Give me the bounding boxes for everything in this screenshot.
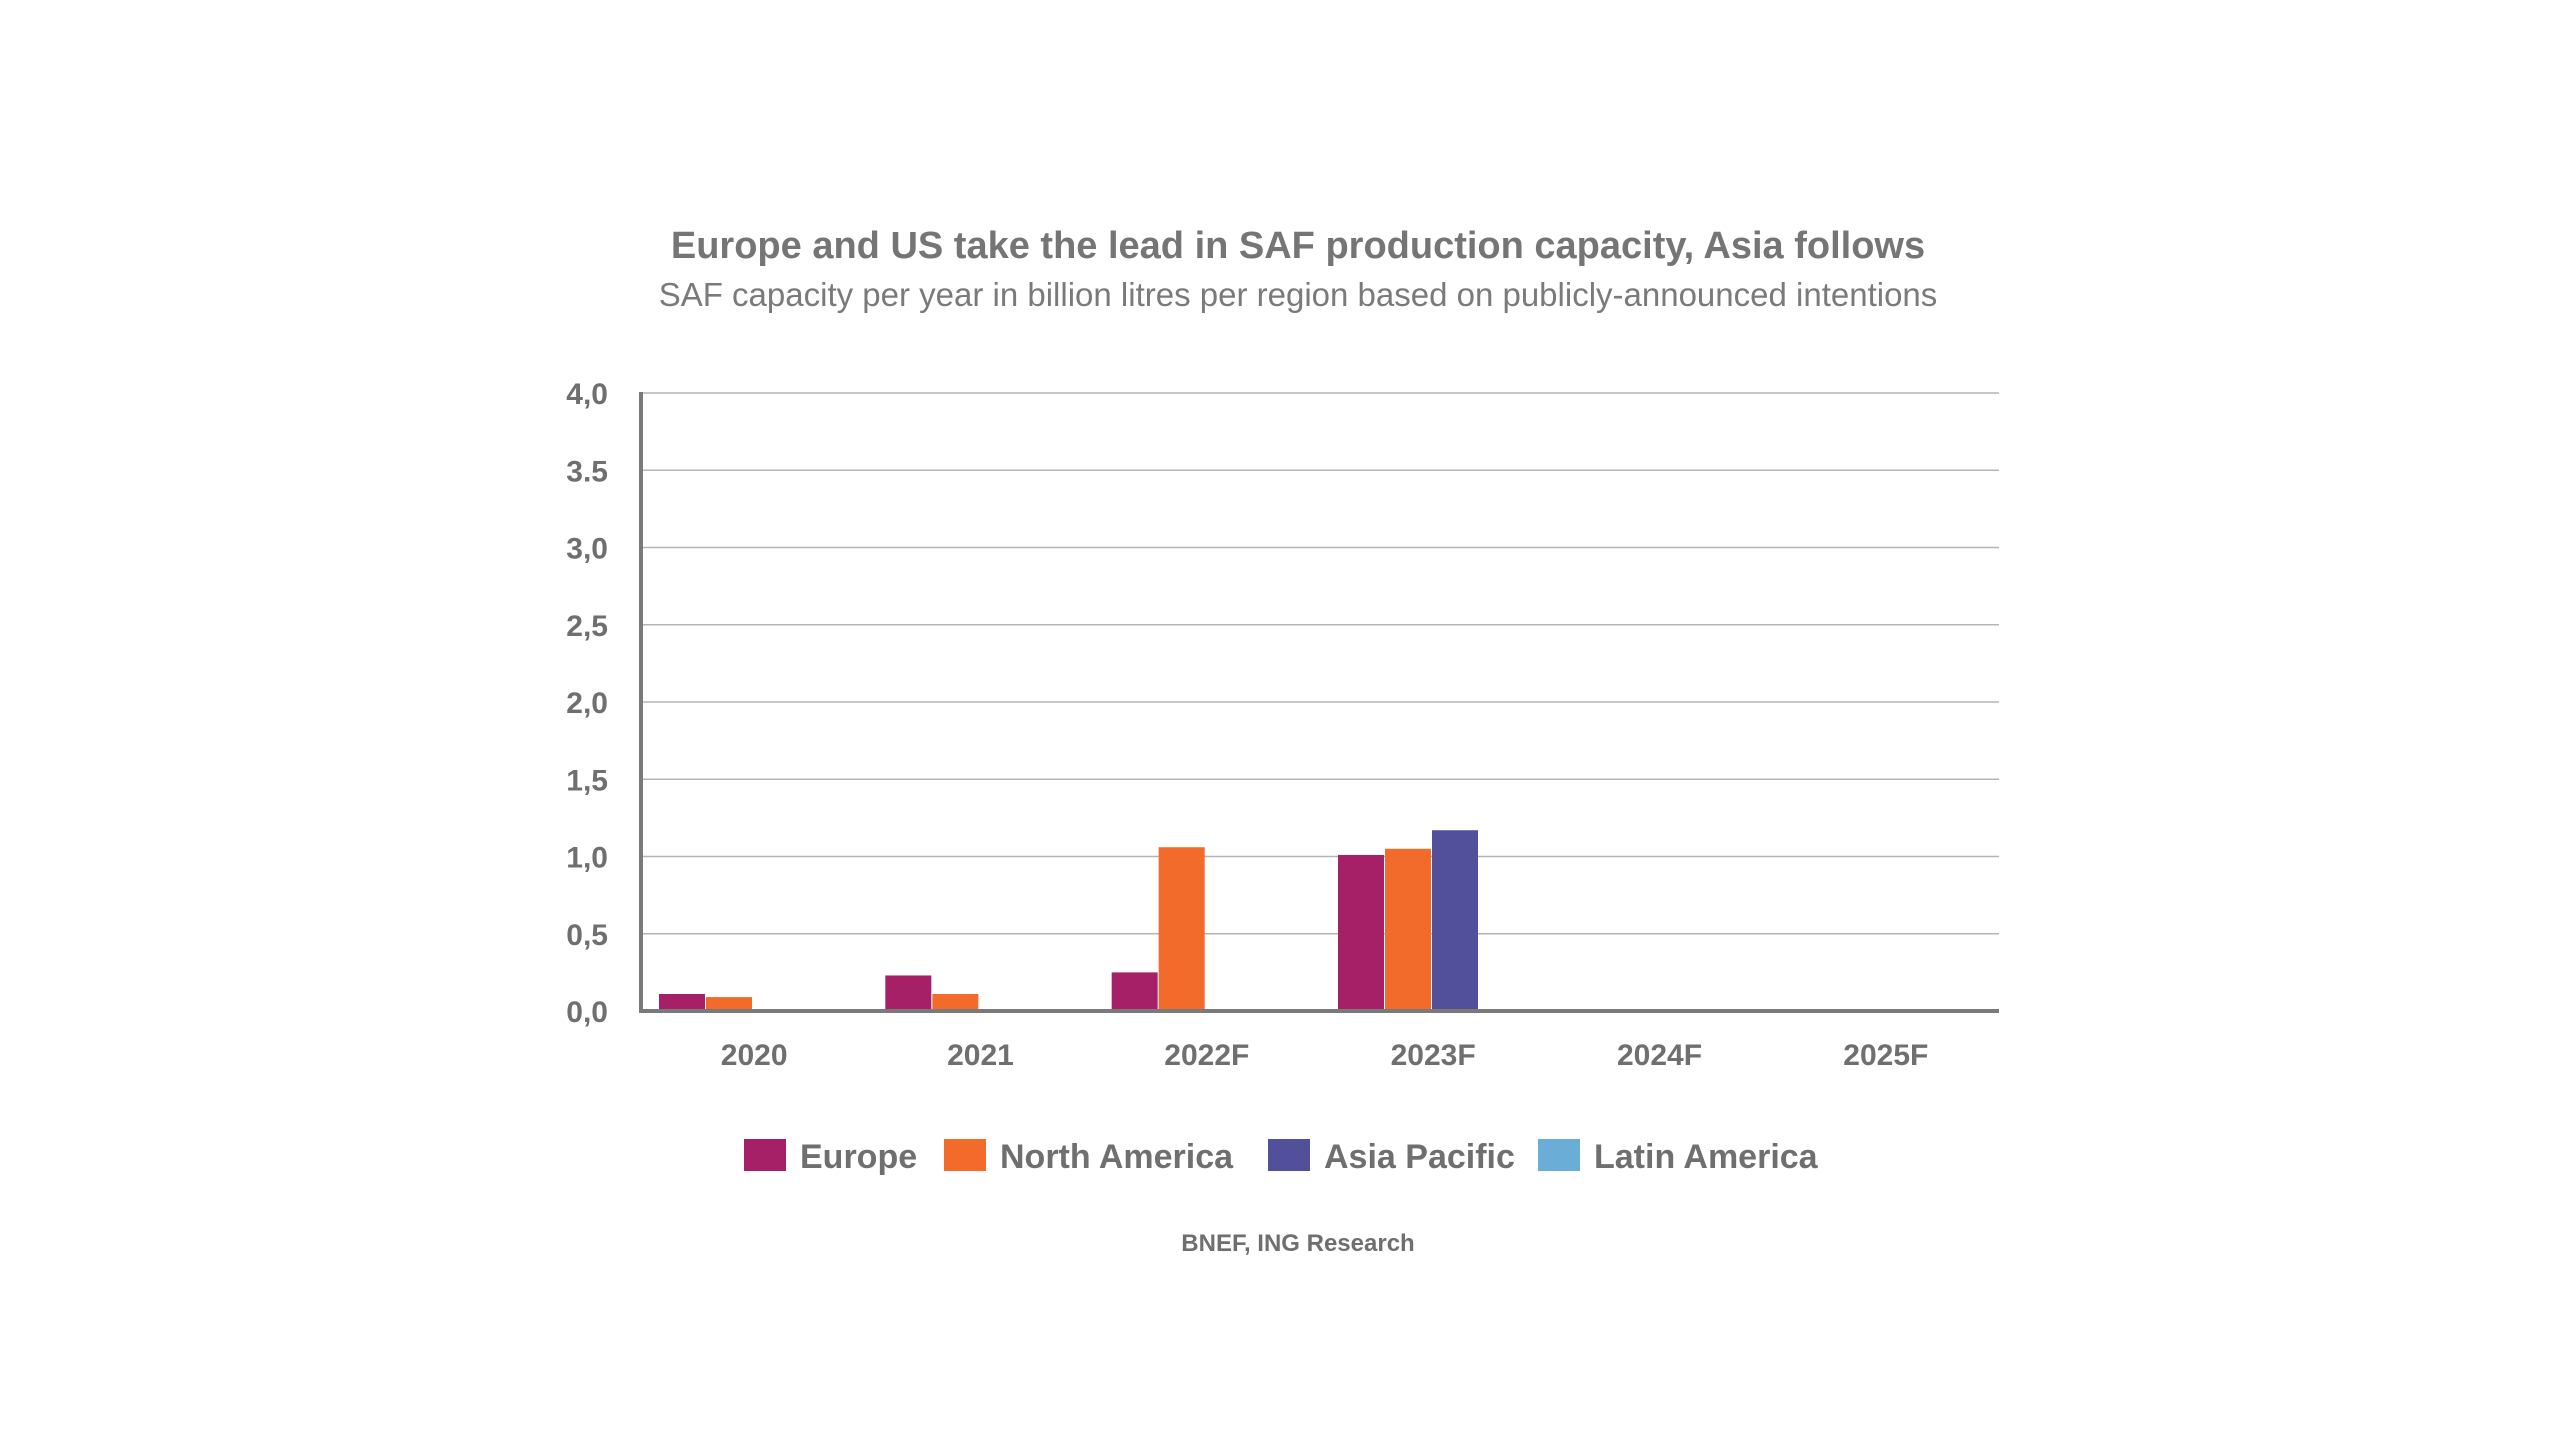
- y-tick-label: 1,5: [566, 764, 608, 797]
- legend-swatch: [1538, 1139, 1580, 1171]
- y-tick-label: 3,0: [566, 533, 608, 566]
- axes: [639, 392, 1999, 1013]
- legend-label: Asia Pacific: [1324, 1138, 1515, 1176]
- legend-label: Latin America: [1594, 1138, 1819, 1176]
- x-tick-label: 2025F: [1843, 1039, 1928, 1072]
- bar-europe-2020: [659, 994, 705, 1011]
- y-tick-label: 2,0: [566, 687, 608, 720]
- y-tick-label: 3.5: [566, 455, 608, 488]
- gridlines: [641, 392, 1999, 935]
- x-tick-label: 2022F: [1164, 1039, 1249, 1072]
- legend: Europe North America Asia Pacific Latin Ame…: [744, 1138, 1819, 1176]
- bar-europe-2022f: [1111, 972, 1158, 1011]
- bar-asia-pacific-2023f: [1432, 830, 1478, 1011]
- chart-subtitle: SAF capacity per year in billion litres …: [659, 276, 1938, 313]
- y-tick-label: 2,5: [566, 610, 608, 643]
- y-tick-label: 0,0: [566, 996, 608, 1029]
- y-tick-label: 1,0: [566, 842, 608, 875]
- bar-europe-2021: [885, 975, 932, 1011]
- bar-north-america-2021: [932, 994, 979, 1011]
- legend-swatch: [744, 1139, 786, 1171]
- y-axis-ticks: 0,0 0,5 1,0 1,5 2,0 2,5 3,0 3.5 4,0: [566, 378, 608, 1029]
- x-tick-label: 2020: [721, 1039, 788, 1072]
- bar-north-america-2023f: [1385, 848, 1431, 1011]
- y-tick-label: 0,5: [566, 919, 608, 952]
- chart-title: Europe and US take the lead in SAF produ…: [671, 225, 1925, 267]
- legend-item-europe: Europe: [744, 1138, 917, 1176]
- legend-item-latin-america: Latin America: [1538, 1138, 1819, 1176]
- bar-europe-2023f: [1338, 854, 1384, 1011]
- x-tick-label: 2021: [947, 1039, 1014, 1072]
- y-tick-label: 4,0: [566, 378, 608, 411]
- legend-swatch: [1268, 1139, 1310, 1171]
- bar-north-america-2020: [706, 997, 752, 1011]
- source-note: BNEF, ING Research: [1181, 1230, 1414, 1257]
- x-axis-ticks: 2020 2021 2022F 2023F 2024F 2025F: [721, 1039, 1929, 1072]
- bar-north-america-2022f: [1158, 847, 1205, 1011]
- legend-item-north-america: North America: [944, 1138, 1234, 1176]
- x-tick-label: 2024F: [1617, 1039, 1702, 1072]
- legend-label: North America: [1000, 1138, 1234, 1176]
- bars: [659, 830, 1478, 1011]
- x-tick-label: 2023F: [1391, 1039, 1476, 1072]
- legend-label: Europe: [800, 1138, 917, 1176]
- legend-item-asia-pacific: Asia Pacific: [1268, 1138, 1515, 1176]
- legend-swatch: [944, 1139, 986, 1171]
